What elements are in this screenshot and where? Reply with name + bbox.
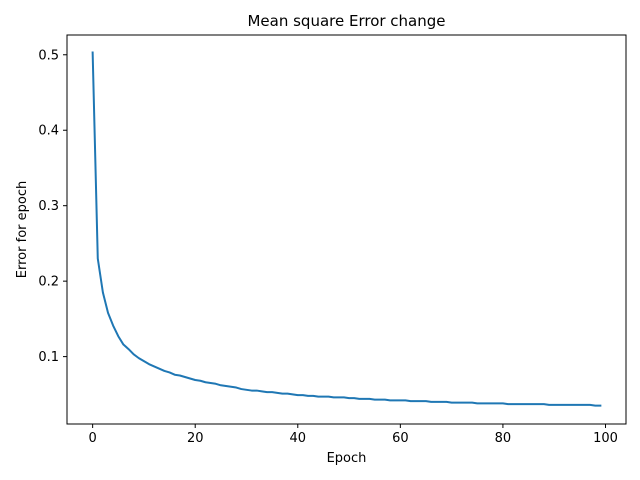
x-tick-label: 100 <box>593 431 618 446</box>
series-line-0 <box>91 51 602 407</box>
plot-frame <box>66 34 627 425</box>
y-tick-label: 0.3 <box>38 199 59 214</box>
chart-title: Mean square Error change <box>247 12 445 30</box>
x-tick-label: 40 <box>290 431 307 446</box>
x-tick-label: 80 <box>495 431 512 446</box>
y-tick-label: 0.1 <box>38 350 59 365</box>
y-tick-label: 0.5 <box>38 48 59 63</box>
y-tick-label: 0.4 <box>38 124 59 139</box>
x-tick-label: 0 <box>89 431 97 446</box>
x-axis: 0 20 40 60 80 100 <box>89 424 618 446</box>
x-tick-label: 20 <box>187 431 204 446</box>
y-tick-label: 0.2 <box>38 275 59 290</box>
x-axis-label: Epoch <box>327 451 367 466</box>
y-axis: 0.1 0.2 0.3 0.4 0.5 <box>38 48 67 365</box>
x-tick-label: 60 <box>392 431 409 446</box>
plot-layer <box>91 51 602 407</box>
y-axis-label: Error for epoch <box>15 181 30 278</box>
